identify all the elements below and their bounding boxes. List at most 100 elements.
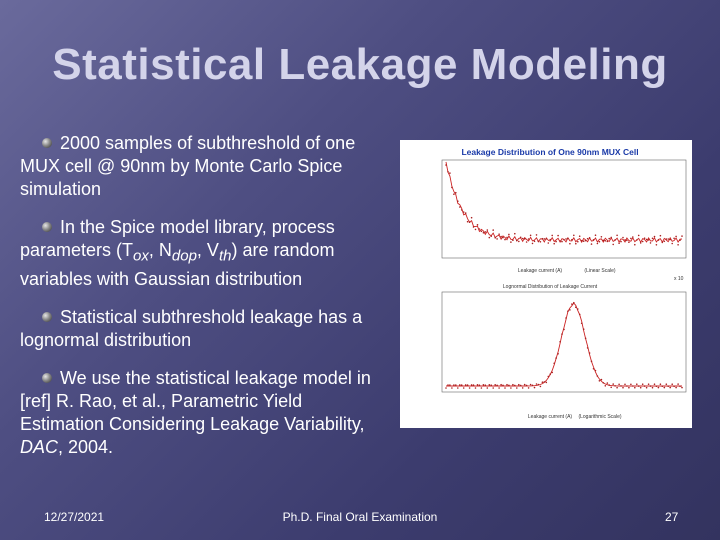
sample-point	[563, 328, 565, 331]
sample-point	[480, 230, 483, 233]
sample-point	[500, 383, 502, 386]
footer-title: Ph.D. Final Oral Examination	[282, 510, 438, 524]
sample-point	[679, 239, 681, 241]
leakage-plots-svg: Leakage Distribution of One 90nm MUX Cel…	[441, 147, 687, 420]
sample-point	[669, 238, 671, 241]
sample-point	[649, 385, 652, 387]
sample-point	[451, 387, 453, 389]
sample-point	[537, 240, 540, 242]
sample-point	[600, 236, 603, 238]
sample-point	[472, 226, 475, 228]
bullet-icon	[42, 138, 52, 148]
sample-point	[516, 387, 518, 389]
sample-point	[679, 385, 681, 388]
sample-point	[665, 383, 668, 385]
sample-point	[464, 212, 467, 214]
top-plot-xlabel: Leakage current (A)	[518, 268, 563, 274]
sample-point	[663, 386, 666, 389]
sample-point	[639, 242, 642, 244]
sample-point	[539, 385, 542, 388]
sample-point	[521, 387, 524, 389]
sample-point	[647, 239, 650, 241]
sample-point	[612, 383, 614, 385]
sample-point	[466, 220, 469, 223]
sample-point	[549, 238, 551, 241]
sample-point	[490, 384, 492, 386]
bullet-item: We use the statistical leakage model in …	[20, 367, 390, 459]
sample-point	[632, 236, 634, 238]
sample-point	[637, 385, 640, 387]
sample-point	[588, 352, 591, 354]
sample-point	[470, 384, 473, 386]
sample-point	[653, 235, 656, 238]
sample-point	[510, 387, 512, 389]
bottom-plot-curve	[446, 302, 682, 387]
bullet-item: Statistical subthreshold leakage has a l…	[20, 306, 390, 352]
leakage-figure: Leakage Distribution of One 90nm MUX Cel…	[400, 140, 692, 428]
top-plot-samples	[445, 164, 683, 246]
sample-point	[445, 164, 447, 166]
sample-point	[628, 241, 630, 243]
sample-point	[455, 191, 457, 194]
sample-point	[671, 383, 673, 385]
sample-point	[547, 375, 550, 378]
sample-point	[537, 383, 540, 386]
bullet-icon	[42, 222, 52, 232]
bottom-plot-xlabel-scale: (Logarithmic Scale)	[578, 414, 621, 420]
sample-point	[476, 224, 479, 226]
sample-point	[553, 242, 555, 245]
sample-point	[577, 240, 579, 243]
sample-point	[504, 238, 506, 241]
sample-point	[657, 239, 660, 241]
sample-point	[543, 381, 546, 383]
sample-point	[628, 386, 630, 389]
sample-point	[616, 386, 618, 389]
sample-point	[620, 240, 622, 243]
sample-point	[549, 373, 551, 375]
sample-point	[563, 238, 565, 241]
sample-point	[531, 384, 534, 387]
sample-point	[645, 386, 648, 389]
sample-point	[588, 237, 591, 239]
sample-point	[502, 236, 504, 239]
sample-point	[675, 235, 677, 238]
sample-point	[598, 240, 601, 243]
sample-point	[643, 237, 646, 239]
sample-point	[543, 238, 546, 240]
bottom-plot-xlabel: Leakage current (A)	[528, 414, 573, 420]
slide-title: Statistical Leakage Modeling	[52, 40, 668, 89]
sample-point	[571, 238, 573, 241]
sample-point	[445, 387, 447, 389]
sample-point	[519, 236, 522, 239]
sample-point	[577, 308, 579, 310]
sample-point	[606, 382, 609, 384]
sample-point	[624, 239, 626, 241]
sample-point	[525, 384, 528, 387]
sample-point	[569, 309, 571, 311]
sample-point	[553, 362, 555, 365]
sample-point	[567, 310, 569, 312]
bottom-plot-frame	[441, 291, 687, 393]
subscript-th: th	[218, 247, 232, 265]
sample-point	[622, 386, 624, 389]
sample-point	[647, 383, 650, 385]
sample-point	[453, 384, 455, 386]
sample-point	[584, 239, 587, 242]
sample-point	[677, 244, 679, 246]
sample-point	[649, 242, 652, 244]
sample-point	[545, 238, 548, 240]
sample-point	[494, 237, 496, 239]
sample-point	[606, 240, 609, 243]
sample-point	[630, 237, 632, 240]
subscript-dop: dop	[171, 247, 197, 265]
top-plot-title: Leakage Distribution of One 90nm MUX Cel…	[461, 147, 638, 157]
sample-point	[634, 243, 636, 246]
sample-point	[494, 384, 496, 386]
sample-point	[525, 241, 528, 243]
sample-point	[535, 234, 538, 236]
sample-point	[504, 387, 506, 389]
sample-point	[620, 385, 622, 387]
sample-point	[449, 384, 451, 386]
sample-point	[514, 384, 516, 387]
sample-point	[573, 301, 575, 304]
